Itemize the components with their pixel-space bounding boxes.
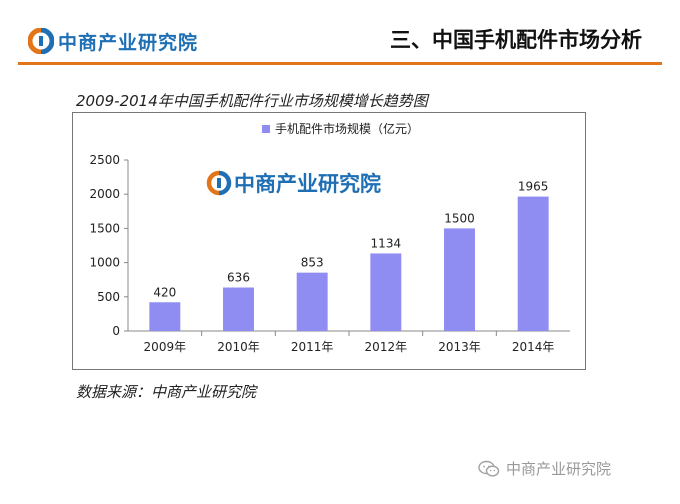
data-label: 420 [153,285,176,299]
logo-icon [206,170,232,196]
source-note: 数据来源：中商产业研究院 [76,383,257,401]
data-label: 1134 [371,236,402,250]
x-tick-label: 2009年 [144,340,187,354]
y-tick-label: 1500 [89,221,120,235]
x-tick-label: 2014年 [512,340,555,354]
chart-watermark-text: 中商产业研究院 [234,172,381,196]
x-tick-label: 2013年 [438,340,481,354]
wechat-icon [478,460,500,477]
bar [444,228,475,331]
y-tick-label: 2500 [89,153,120,167]
bar [149,302,181,331]
y-tick-label: 2000 [89,187,120,201]
y-tick-label: 0 [112,324,120,338]
bar [296,272,328,331]
data-label: 636 [227,270,250,284]
data-label: 853 [301,256,324,270]
logo-icon [28,28,54,54]
bar [517,196,549,331]
legend-label: 手机配件市场规模（亿元） [275,121,419,136]
page-title: 三、中国手机配件市场分析 [390,28,642,52]
header-divider [18,62,662,65]
bar [370,253,402,331]
footer-watermark-text: 中商产业研究院 [506,460,612,478]
chart-title: 2009-2014年中国手机配件行业市场规模增长趋势图 [76,92,428,110]
bar [223,287,254,331]
x-tick-label: 2012年 [365,340,408,354]
brand-logo: 中商产业研究院 [28,26,198,56]
data-label: 1500 [444,211,475,225]
x-tick-label: 2010年 [217,340,260,354]
y-tick-label: 1000 [89,256,120,270]
legend-swatch [262,125,270,133]
x-tick-label: 2011年 [291,340,334,354]
y-tick-label: 500 [97,290,120,304]
slide-header: 中商产业研究院 三、中国手机配件市场分析 [0,0,680,66]
data-label: 1965 [518,180,549,194]
bar-chart: 手机配件市场规模（亿元） 中商产业研究院 0 500 1000 1500 2000 2500 4… [89,121,570,354]
logo-text: 中商产业研究院 [58,31,199,54]
footer-watermark: 中商产业研究院 [478,458,611,479]
